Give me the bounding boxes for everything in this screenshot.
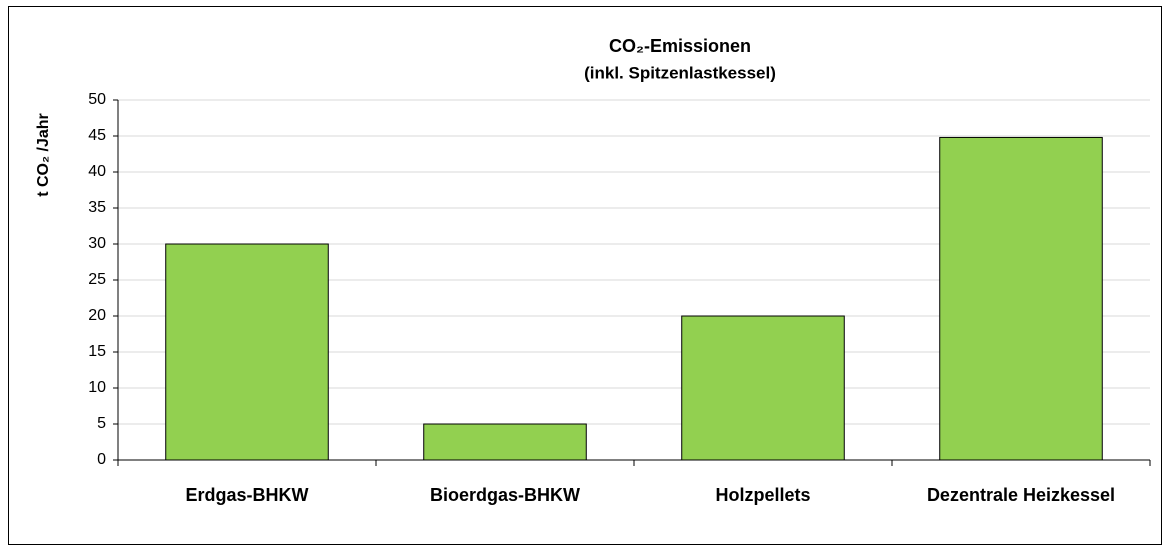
x-tick-label: Holzpellets (715, 485, 811, 505)
y-tick-label: 0 (97, 451, 106, 468)
y-tick-label: 20 (88, 307, 106, 324)
bar (423, 423, 587, 461)
bar (939, 136, 1103, 461)
y-tick-label: 50 (88, 91, 106, 108)
x-tick-label: Bioerdgas-BHKW (429, 485, 580, 505)
y-tick-label: 30 (88, 235, 106, 252)
bar (681, 315, 845, 461)
y-tick-label: 25 (88, 271, 106, 288)
y-tick-label: 10 (88, 379, 106, 396)
x-tick-label: Dezentrale Heizkessel (926, 485, 1116, 505)
y-tick-label: 5 (97, 415, 106, 432)
x-tick-label: Erdgas-BHKW (185, 485, 309, 505)
y-tick-label: 40 (88, 163, 106, 180)
y-tick-label: 45 (88, 127, 106, 144)
chart-title: CO₂-Emissionen (609, 36, 751, 56)
y-tick-label: 35 (88, 199, 106, 216)
y-axis-label: t CO₂ /Jahr (35, 113, 52, 197)
bar (165, 243, 329, 461)
chart-subtitle: (inkl. Spitzenlastkessel) (584, 63, 776, 82)
y-tick-label: 15 (88, 343, 106, 360)
